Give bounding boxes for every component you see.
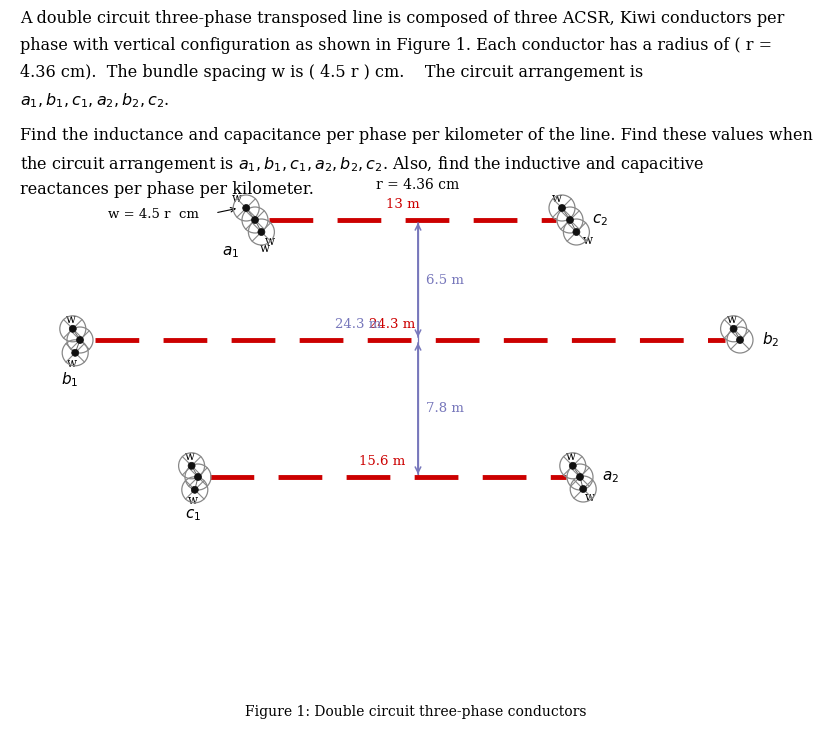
Text: w: w [552, 192, 562, 205]
Circle shape [258, 229, 265, 236]
Text: 7.8 m: 7.8 m [426, 402, 464, 415]
Text: r = 4.36 cm: r = 4.36 cm [376, 178, 459, 192]
Text: 6.5 m: 6.5 m [426, 273, 464, 286]
Text: $a_1$: $a_1$ [222, 244, 239, 260]
Text: w = 4.5 r  cm: w = 4.5 r cm [108, 208, 199, 221]
Circle shape [188, 462, 195, 470]
Text: Figure 1: Double circuit three-phase conductors: Figure 1: Double circuit three-phase con… [245, 705, 587, 719]
Text: w: w [185, 451, 195, 464]
Text: 15.6 m: 15.6 m [359, 455, 406, 468]
Text: w: w [265, 235, 275, 248]
Text: 4.36 cm).  The bundle spacing w is ( 4.5 r ) cm.    The circuit arrangement is: 4.36 cm). The bundle spacing w is ( 4.5 … [20, 64, 643, 81]
Text: phase with vertical configuration as shown in Figure 1. Each conductor has a rad: phase with vertical configuration as sho… [20, 37, 772, 54]
Text: w: w [232, 192, 242, 205]
Circle shape [69, 325, 77, 332]
Circle shape [567, 217, 573, 223]
Text: w: w [66, 313, 76, 326]
Text: w: w [585, 492, 595, 504]
Text: Find the inductance and capacitance per phase per kilometer of the line. Find th: Find the inductance and capacitance per … [20, 128, 813, 144]
Text: w: w [727, 313, 737, 326]
Text: 13 m: 13 m [386, 198, 419, 211]
Circle shape [580, 485, 587, 492]
Text: $a_2$: $a_2$ [602, 469, 619, 485]
Circle shape [191, 486, 198, 493]
Text: w: w [582, 234, 592, 247]
Circle shape [569, 462, 577, 470]
Text: w: w [67, 357, 77, 371]
Circle shape [243, 205, 250, 211]
Circle shape [736, 337, 744, 344]
Text: reactances per phase per kilometer.: reactances per phase per kilometer. [20, 181, 314, 199]
Circle shape [573, 229, 580, 236]
Circle shape [558, 205, 566, 211]
Text: $c_1$: $c_1$ [185, 507, 201, 522]
Text: w: w [567, 451, 577, 464]
Circle shape [251, 217, 259, 223]
Text: 24.3 m: 24.3 m [369, 318, 416, 331]
Text: 24.3 m: 24.3 m [334, 318, 381, 331]
Text: $b_1$: $b_1$ [62, 370, 79, 389]
Circle shape [577, 473, 583, 480]
Circle shape [72, 350, 79, 356]
Text: $b_2$: $b_2$ [762, 331, 780, 350]
Text: the circuit arrangement is $a_1 , b_1 , c_1 , a_2 , b_2 , c_2$. Also, find the i: the circuit arrangement is $a_1 , b_1 , … [20, 155, 704, 175]
Text: A double circuit three-phase transposed line is composed of three ACSR, Kiwi con: A double circuit three-phase transposed … [20, 10, 785, 27]
Text: w: w [188, 495, 198, 507]
Circle shape [195, 473, 201, 480]
Text: $a_1 , b_1 , c_1 , a_2 , b_2 , c_2$.: $a_1 , b_1 , c_1 , a_2 , b_2 , c_2$. [20, 91, 170, 109]
Text: w: w [260, 242, 270, 255]
Circle shape [77, 337, 83, 344]
Text: $c_2$: $c_2$ [592, 212, 608, 228]
Circle shape [730, 325, 737, 332]
